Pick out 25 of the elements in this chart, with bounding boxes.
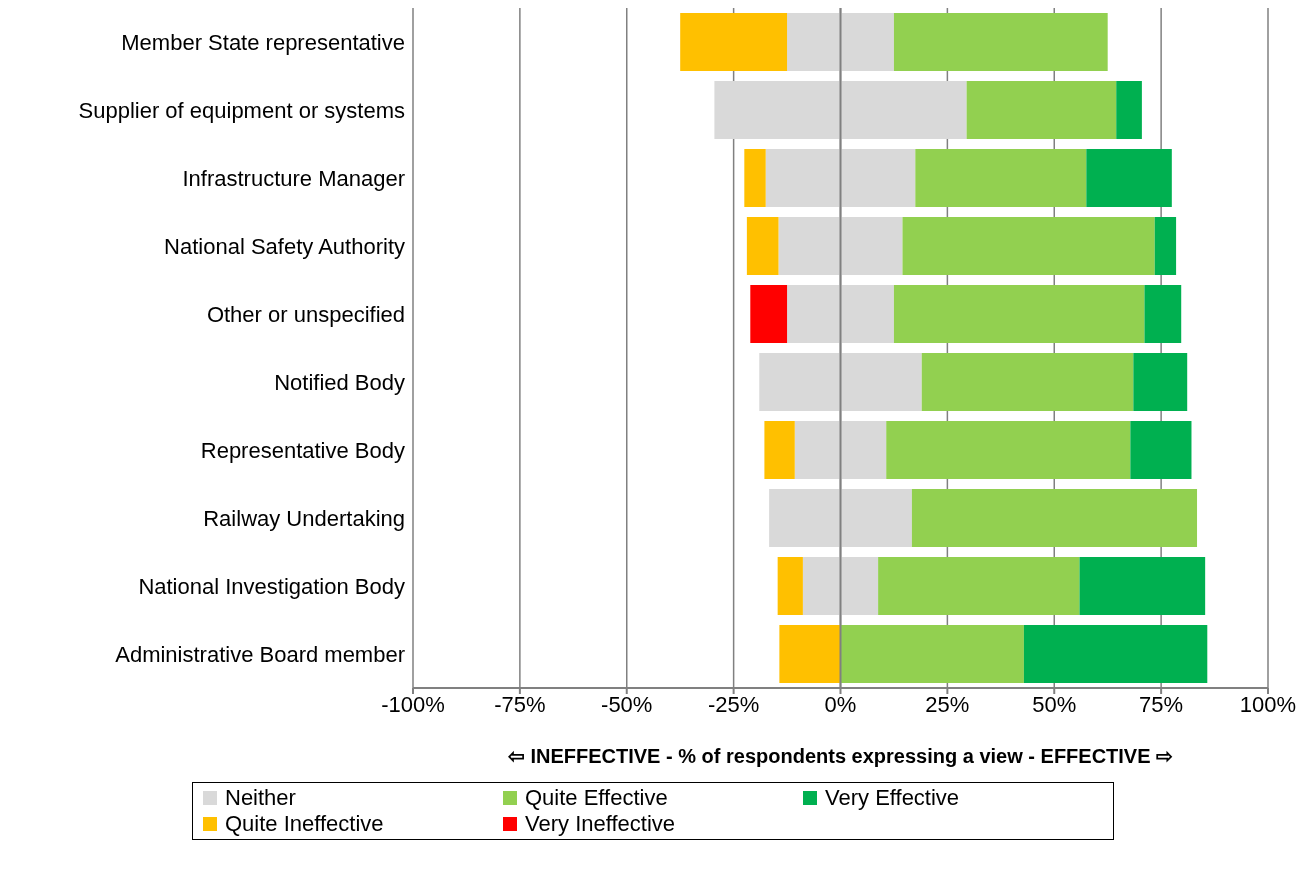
- y-tick-label: Supplier of equipment or systems: [78, 97, 405, 123]
- y-tick-label: National Safety Authority: [164, 233, 405, 259]
- x-tick-label: -100%: [381, 691, 445, 717]
- y-tick-label: Infrastructure Manager: [182, 165, 405, 191]
- x-tick-label: 25%: [925, 691, 970, 717]
- y-tick-label: Administrative Board member: [115, 641, 405, 667]
- legend-label: Quite Ineffective: [225, 811, 384, 837]
- x-tick-label: 0%: [824, 691, 857, 717]
- x-tick-label: 50%: [1032, 691, 1077, 717]
- y-tick-label: Member State representative: [121, 29, 405, 55]
- y-tick-label: Railway Undertaking: [203, 505, 405, 531]
- legend-label: Very Effective: [825, 785, 960, 811]
- legend-label: Very Ineffective: [525, 811, 676, 837]
- y-tick-label: Other or unspecified: [206, 301, 405, 327]
- x-tick-label: 75%: [1139, 691, 1184, 717]
- x-tick-label: -75%: [494, 691, 546, 717]
- y-tick-label: Notified Body: [274, 369, 405, 395]
- y-tick-label: Representative Body: [200, 437, 405, 463]
- legend-label: Neither: [225, 785, 296, 811]
- legend-label: Quite Effective: [525, 785, 668, 811]
- x-axis-title: ⇦ INEFFECTIVE - % of respondents expressing a view - EFFECTIVE ⇨: [507, 745, 1174, 767]
- y-tick-label: National Investigation Body: [138, 573, 405, 599]
- x-tick-label: -25%: [707, 691, 760, 717]
- x-tick-label: -50%: [601, 691, 653, 717]
- x-tick-label: 100%: [1239, 691, 1297, 717]
